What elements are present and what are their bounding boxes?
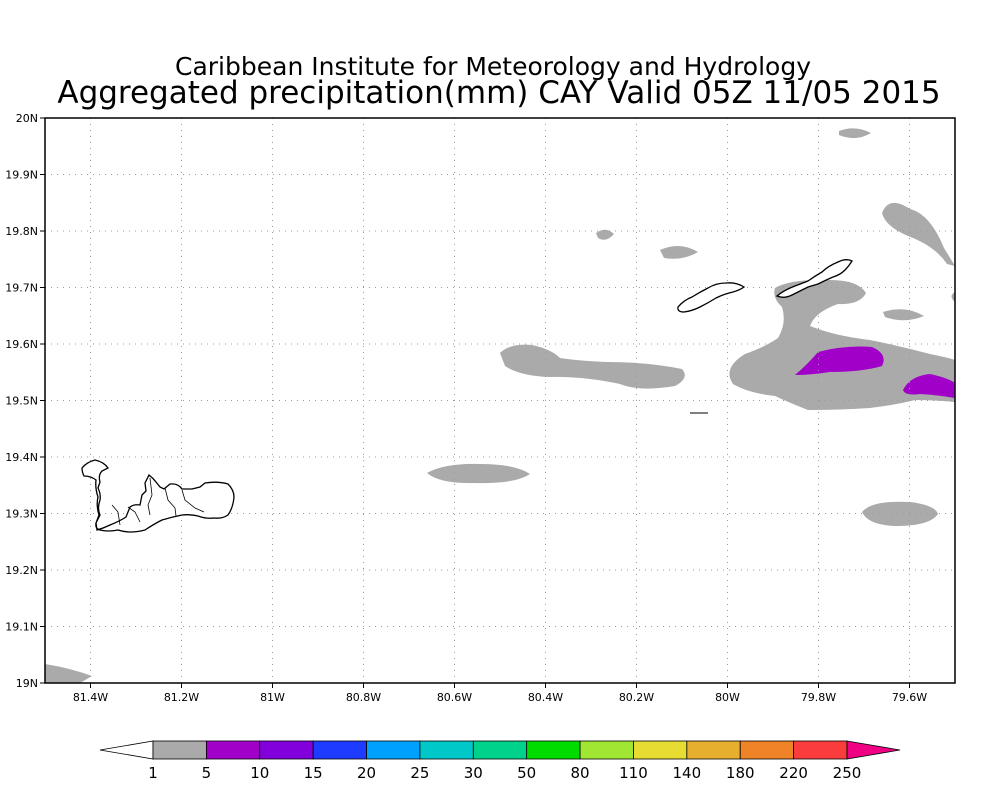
coastlines [81,259,853,533]
latitude-tick-label: 19.4N [5,451,38,464]
colorbar-swatch [366,740,421,760]
longitude-tick-label: 80W [715,691,740,704]
colorbar-swatch [312,740,367,760]
latitude-tick-label: 19.6N [5,338,38,351]
precipitation-shading-light [45,128,955,683]
latitude-axis: 20N 19.9N 19.8N 19.7N 19.6N 19.5N 19.4N 19.3N 19… [5,112,45,690]
colorbar-swatch [152,740,207,760]
colorbar-label: 1 [148,764,158,782]
colorbar-label: 15 [304,764,323,782]
precip-area [500,344,685,389]
colorbar-swatch [686,740,741,760]
longitude-tick-label: 80.8W [346,691,381,704]
colorbar-label: 180 [726,764,755,782]
longitude-tick-label: 80.4W [528,691,563,704]
little-cayman-island [677,282,746,313]
colorbar-label: 50 [517,764,536,782]
colorbar-below-triangle [99,740,154,760]
map-plot-area [44,117,956,684]
precip-area [427,463,530,484]
colorbar-swatch [205,740,261,760]
colorbar-swatch [633,740,688,760]
precip-area [903,374,955,398]
latitude-tick-label: 19.8N [5,225,38,238]
grand-cayman-island [81,459,235,533]
longitude-tick-label: 81.2W [164,691,199,704]
precip-area [596,229,614,240]
colorbar-label: 140 [673,764,702,782]
colorbar-swatch [472,740,528,760]
colorbar-label: 5 [202,764,212,782]
colorbar-legend: 1 5 10 15 20 25 30 50 80 110 140 180 220 250 [99,740,901,782]
precip-area [951,292,955,302]
latitude-tick-label: 19.1N [5,621,38,634]
colorbar-label: 10 [250,764,269,782]
colorbar-label: 220 [779,764,808,782]
precip-area [729,279,955,410]
colorbar-swatch [579,740,634,760]
precip-area [660,245,698,259]
colorbar-label: 20 [357,764,376,782]
latitude-tick-label: 19.3N [5,508,38,521]
colorbar-label: 250 [833,764,862,782]
precip-area [839,128,871,139]
colorbar-swatch [793,740,848,760]
latitude-tick-label: 19.5N [5,395,38,408]
colorbar-swatch [739,740,795,760]
latitude-tick-label: 19.9N [5,169,38,182]
longitude-tick-label: 81W [260,691,285,704]
longitude-tick-label: 81.4W [73,691,108,704]
colorbar-label: 110 [619,764,648,782]
longitude-tick-label: 79.8W [801,691,836,704]
latitude-tick-label: 19N [16,677,38,690]
colorbar-label: 30 [464,764,483,782]
colorbar-label: 80 [571,764,590,782]
precip-area [862,501,938,526]
grand-cayman-inner-boundaries [111,477,205,526]
colorbar-swatch [259,740,314,760]
longitude-tick-label: 79.6W [892,691,927,704]
latitude-tick-label: 19.7N [5,282,38,295]
precip-area [883,309,924,321]
longitude-axis: 81.4W 81.2W 81W 80.8W 80.6W 80.4W 80.2W 80W 79.8… [73,683,927,704]
colorbar-above-triangle [846,740,901,760]
cayman-brac-island [775,259,853,298]
longitude-tick-label: 80.2W [619,691,654,704]
latitude-tick-label: 20N [16,112,38,125]
colorbar-swatch [419,740,474,760]
longitude-tick-label: 80.6W [437,691,472,704]
colorbar-label: 25 [410,764,429,782]
precip-area [795,346,884,375]
chart-title-line2: Aggregated precipitation(mm) CAY Valid 0… [57,75,940,111]
latitude-tick-label: 19.2N [5,564,38,577]
colorbar-swatch [526,740,581,760]
chart-title-line1: Caribbean Institute for Meteorology and … [175,52,811,81]
precipitation-shading-heavy [795,346,955,398]
precip-area [45,664,92,683]
precip-area [882,202,955,266]
map-gridlines [45,118,955,683]
